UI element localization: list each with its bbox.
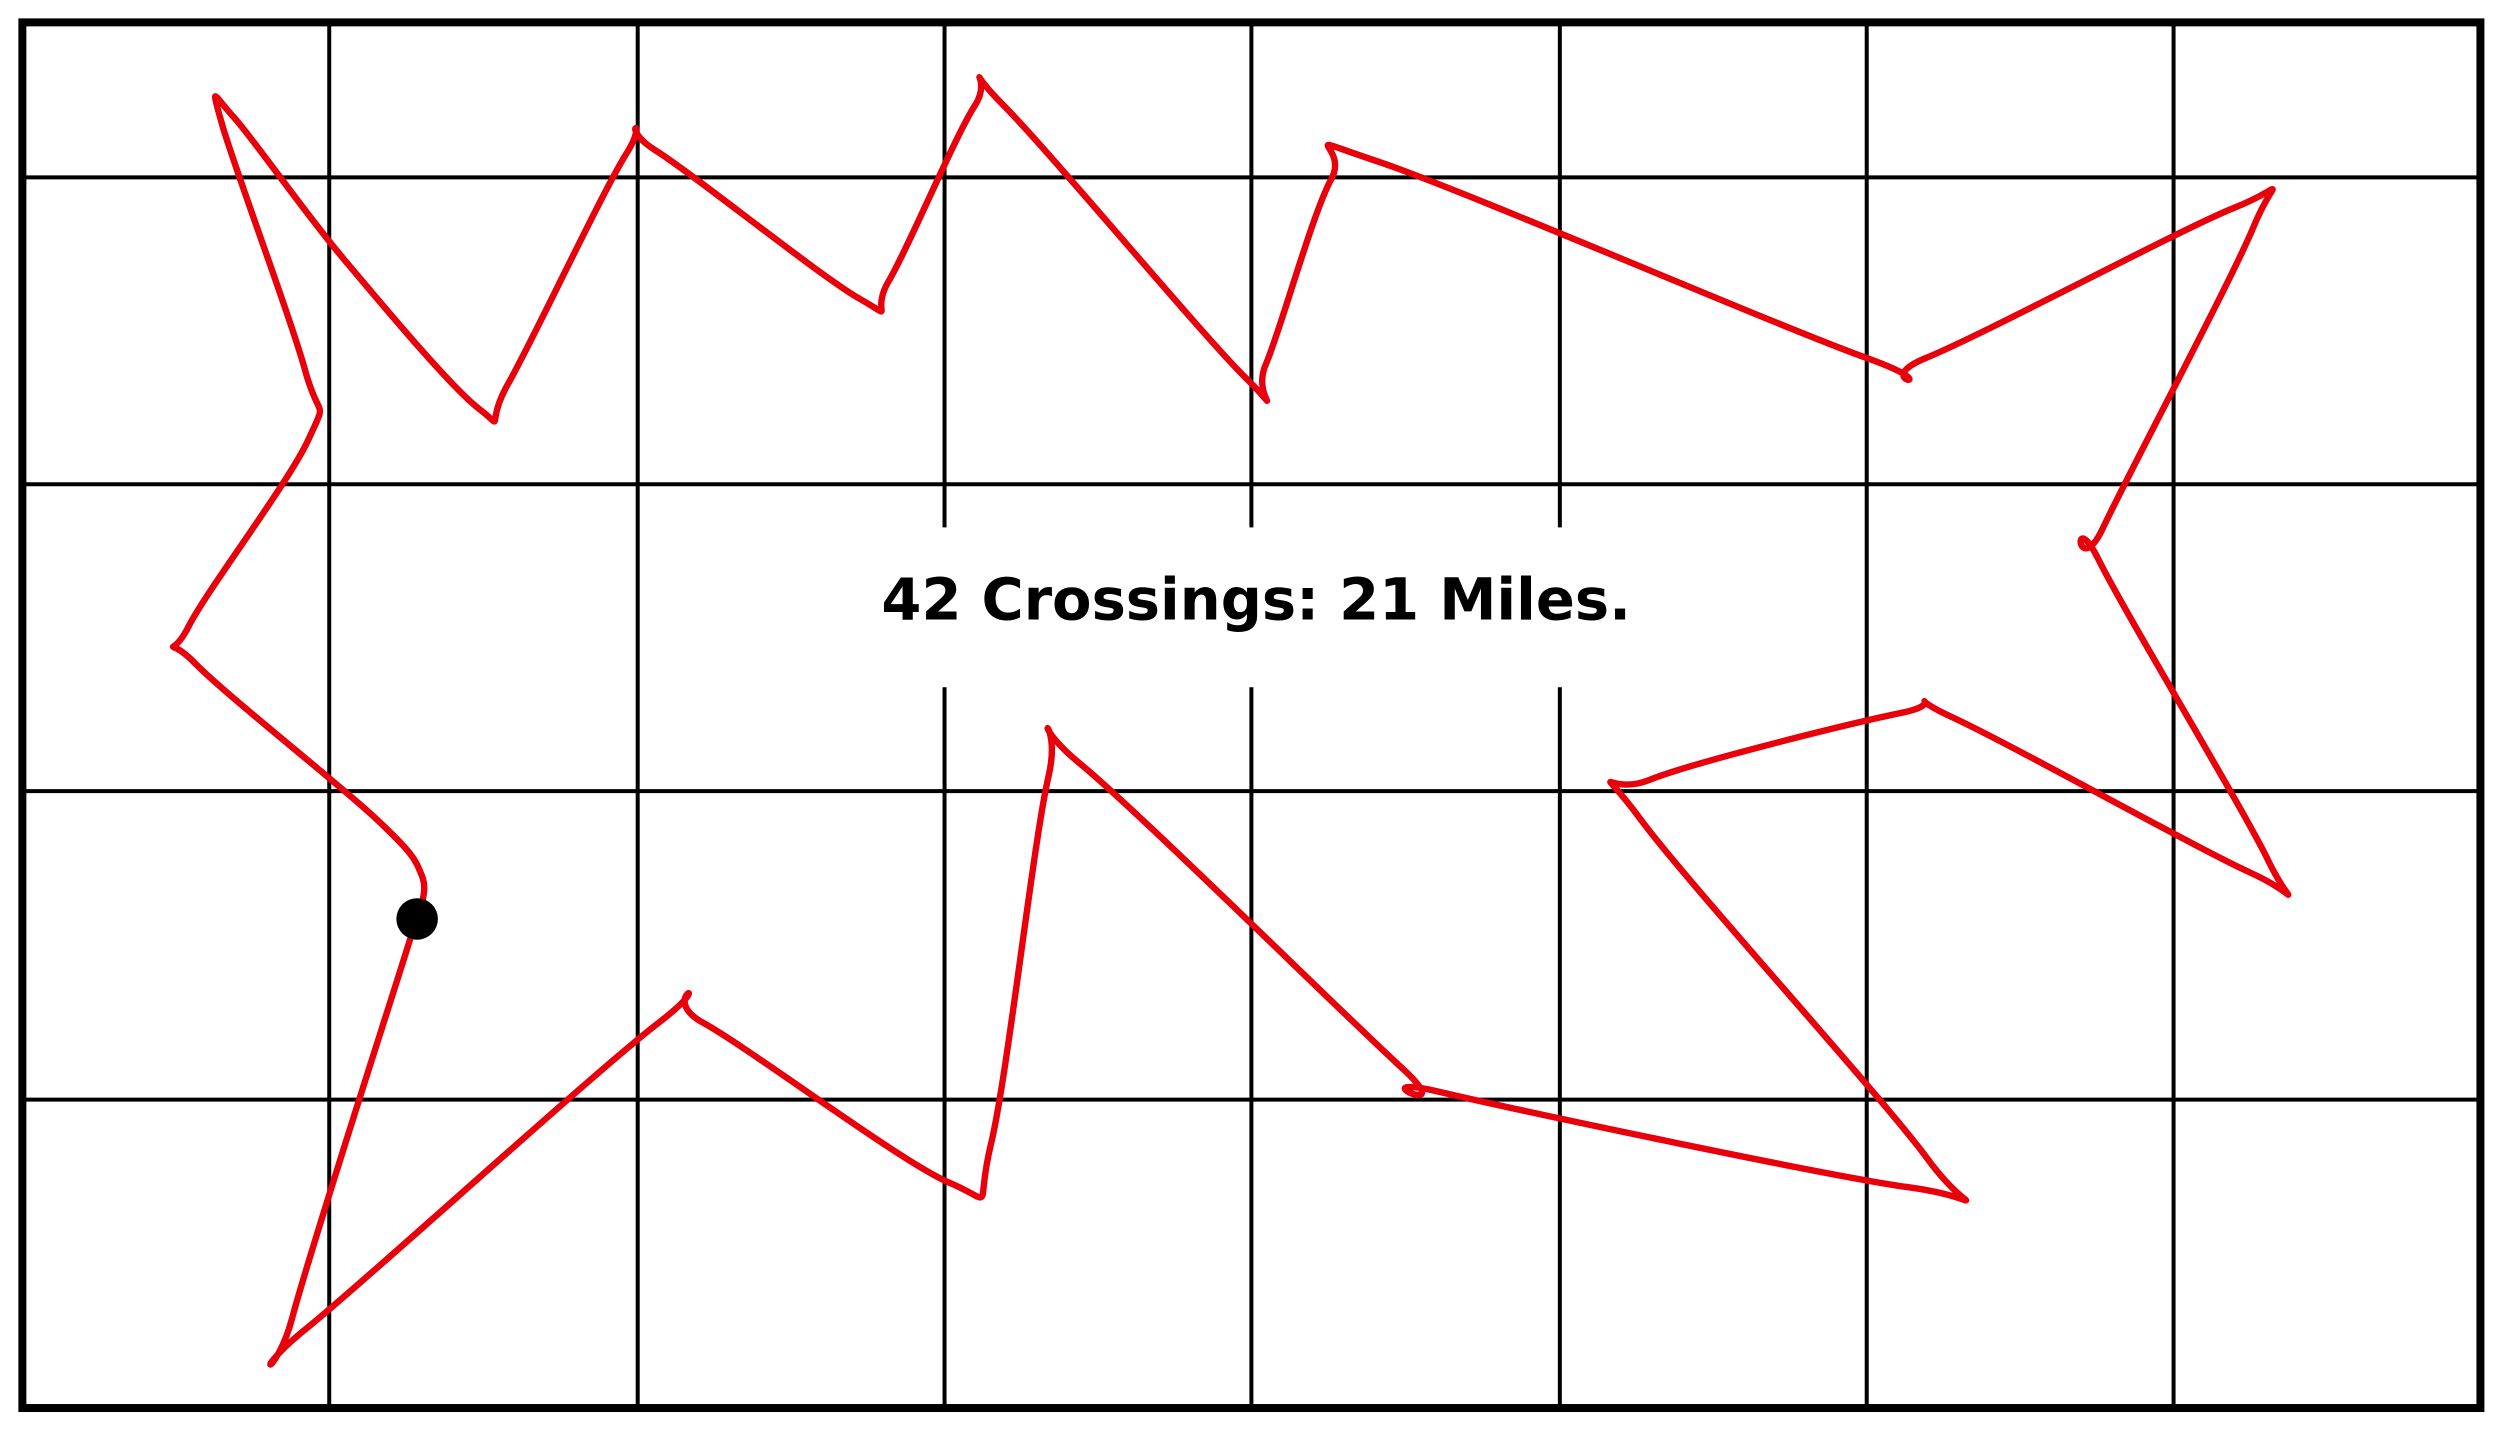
route-curve <box>169 74 2292 1368</box>
grid <box>22 22 2481 1409</box>
start-point <box>396 898 438 940</box>
label-backdrop <box>879 527 1639 688</box>
border <box>18 18 2485 1413</box>
crossings-label: 42 Crossings: 21 Miles. <box>881 567 1631 634</box>
